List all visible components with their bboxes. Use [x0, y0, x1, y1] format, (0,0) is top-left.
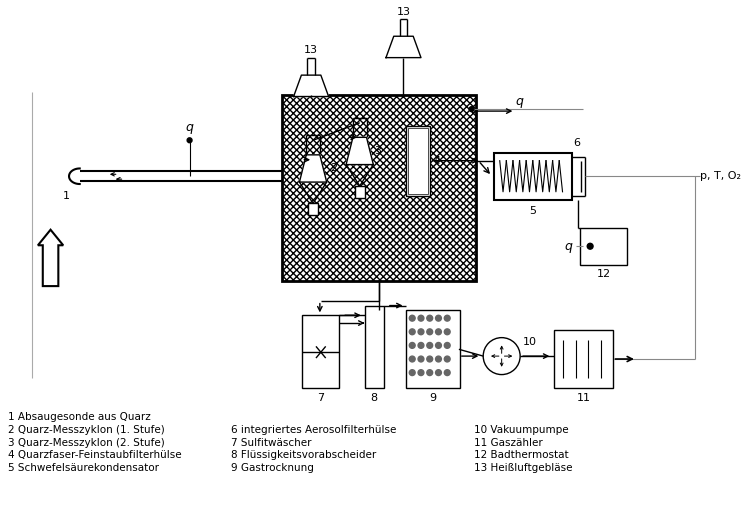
Text: 10 Vakuumpumpe: 10 Vakuumpumpe	[475, 425, 569, 435]
Text: 9: 9	[429, 393, 436, 403]
Text: 13: 13	[304, 44, 318, 55]
Circle shape	[435, 315, 441, 321]
Circle shape	[418, 315, 424, 321]
Circle shape	[444, 329, 450, 335]
Text: 1 Absaugesonde aus Quarz: 1 Absaugesonde aus Quarz	[7, 412, 150, 423]
Polygon shape	[386, 36, 421, 58]
Text: 6: 6	[573, 138, 580, 148]
Text: 4: 4	[434, 156, 440, 166]
FancyArrow shape	[38, 230, 63, 286]
Bar	[365, 306, 384, 388]
Text: 4 Quarzfaser-Feinstaubfilterhülse: 4 Quarzfaser-Feinstaubfilterhülse	[7, 450, 182, 460]
Bar	[580, 228, 627, 265]
Text: q: q	[565, 240, 573, 253]
Text: 3: 3	[374, 146, 382, 156]
Circle shape	[427, 342, 433, 349]
Circle shape	[427, 356, 433, 362]
Text: 10: 10	[523, 337, 537, 347]
Text: 13 Heißluftgebläse: 13 Heißluftgebläse	[475, 463, 573, 473]
Bar	[494, 153, 571, 200]
Text: 9 Gastrocknung: 9 Gastrocknung	[231, 463, 314, 473]
Polygon shape	[299, 155, 327, 182]
Text: 6 integriertes Aerosolfilterhülse: 6 integriertes Aerosolfilterhülse	[231, 425, 397, 435]
Text: 1: 1	[62, 191, 70, 201]
Text: 2: 2	[330, 164, 338, 173]
Text: 8 Flüssigkeitsvorabscheider: 8 Flüssigkeitsvorabscheider	[231, 450, 376, 460]
Circle shape	[444, 315, 450, 321]
Circle shape	[435, 356, 441, 362]
Bar	[408, 128, 428, 194]
Circle shape	[418, 356, 424, 362]
Circle shape	[409, 370, 415, 376]
Circle shape	[435, 342, 441, 349]
Circle shape	[427, 329, 433, 335]
Bar	[282, 95, 476, 281]
Circle shape	[409, 356, 415, 362]
Circle shape	[427, 370, 433, 376]
Circle shape	[444, 370, 450, 376]
Circle shape	[187, 138, 192, 143]
Bar	[302, 315, 339, 388]
Text: 12: 12	[597, 269, 611, 280]
Text: 3 Quarz-Messzyklon (2. Stufe): 3 Quarz-Messzyklon (2. Stufe)	[7, 438, 164, 448]
Text: 12 Badthermostat: 12 Badthermostat	[475, 450, 569, 460]
Text: 5 Schwefelsäurekondensator: 5 Schwefelsäurekondensator	[7, 463, 158, 473]
Text: 11 Gaszähler: 11 Gaszähler	[475, 438, 543, 448]
Circle shape	[409, 315, 415, 321]
Circle shape	[435, 329, 441, 335]
Text: p, T, O₂: p, T, O₂	[700, 171, 741, 181]
Text: 11: 11	[577, 393, 590, 403]
Bar	[308, 203, 318, 215]
Polygon shape	[346, 137, 373, 165]
Circle shape	[418, 342, 424, 349]
Text: 5: 5	[529, 206, 536, 216]
Circle shape	[409, 329, 415, 335]
Circle shape	[587, 243, 593, 249]
Circle shape	[409, 342, 415, 349]
Text: 13: 13	[397, 7, 411, 17]
Bar	[282, 95, 476, 281]
Text: q: q	[186, 121, 193, 134]
Circle shape	[469, 107, 474, 111]
Circle shape	[483, 338, 520, 375]
Text: 8: 8	[371, 393, 378, 403]
Text: q: q	[516, 95, 523, 108]
Text: 2 Quarz-Messzyklon (1. Stufe): 2 Quarz-Messzyklon (1. Stufe)	[7, 425, 164, 435]
Circle shape	[435, 370, 441, 376]
Bar	[355, 186, 365, 198]
Circle shape	[418, 370, 424, 376]
Polygon shape	[294, 75, 329, 97]
Circle shape	[444, 356, 450, 362]
Circle shape	[427, 315, 433, 321]
Bar	[406, 126, 430, 196]
Text: 7: 7	[317, 393, 324, 403]
Text: 7 Sulfitwäscher: 7 Sulfitwäscher	[231, 438, 312, 448]
Circle shape	[444, 342, 450, 349]
Circle shape	[418, 329, 424, 335]
Bar	[406, 310, 460, 388]
Bar	[554, 330, 612, 388]
